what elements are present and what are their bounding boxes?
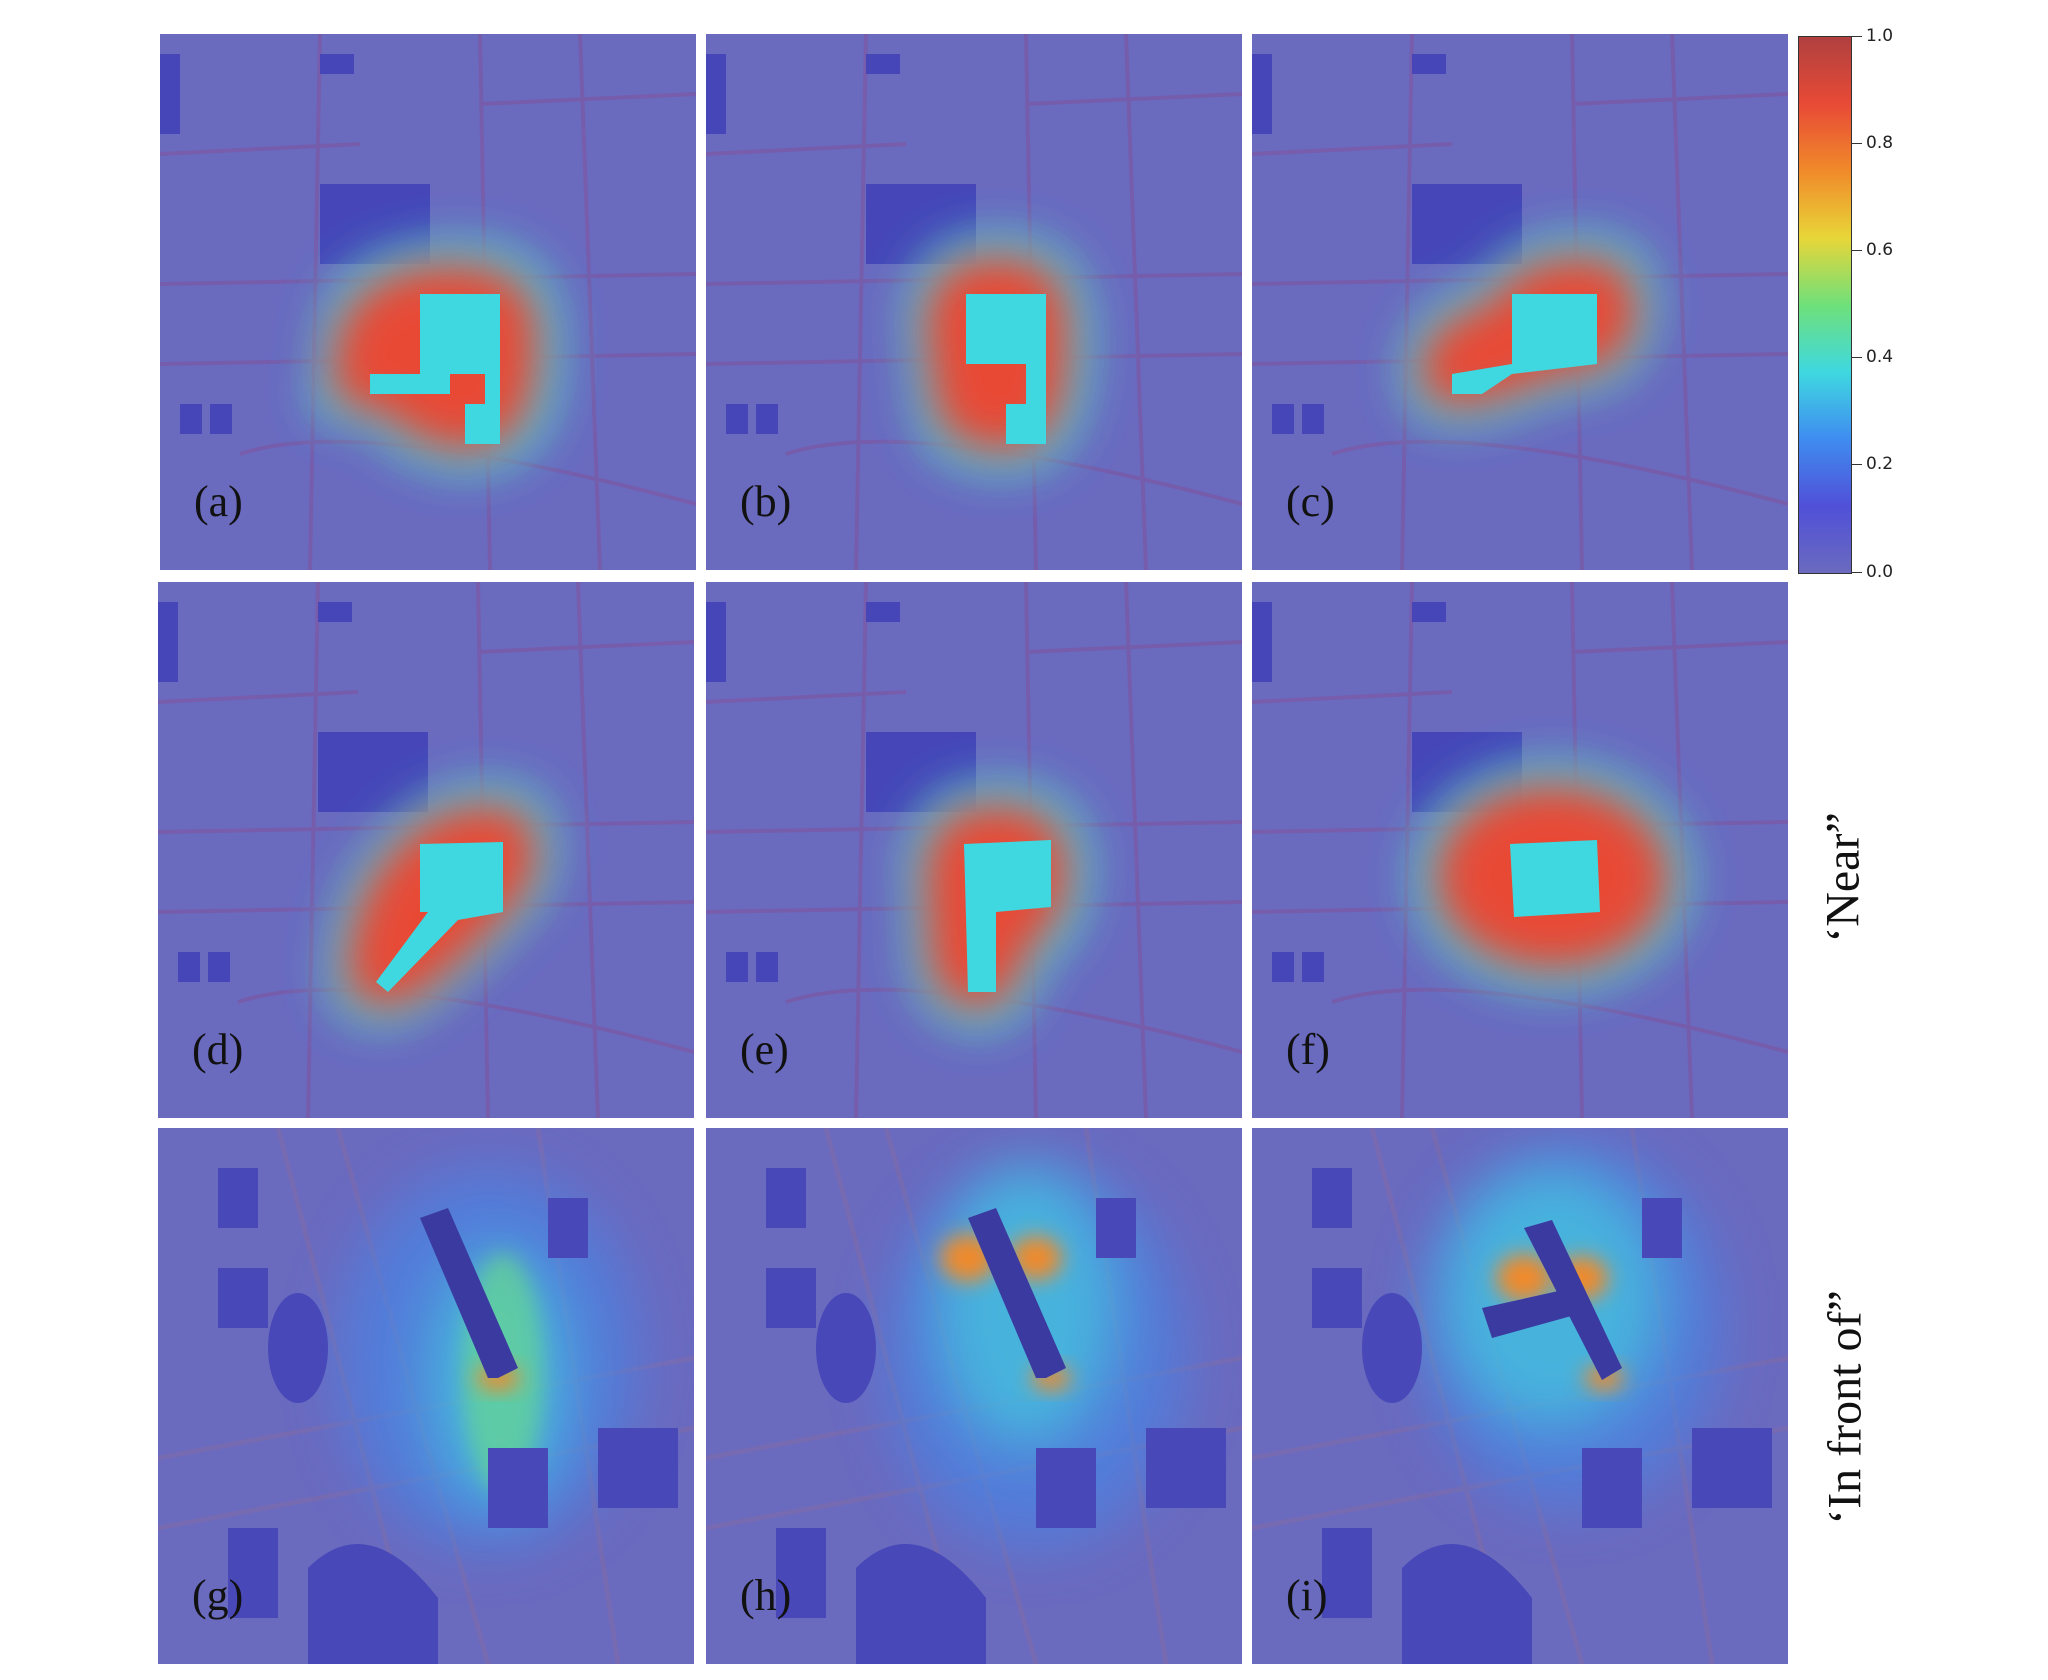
- colorbar-tick-label: 0.2: [1866, 454, 1894, 474]
- colorbar-tick: [1852, 143, 1862, 144]
- heatmap-g: [158, 1128, 694, 1664]
- heatmap-e: [706, 582, 1242, 1118]
- colorbar-tick-label: 0.8: [1866, 133, 1894, 153]
- panel-i: (i): [1252, 1128, 1788, 1664]
- colorbar-tick: [1852, 250, 1862, 251]
- row-label-near: ‘Near”: [1816, 812, 1870, 943]
- panel-b: (b): [706, 34, 1242, 570]
- colorbar: [1798, 36, 1852, 574]
- panel-label: (c): [1286, 477, 1335, 526]
- colorbar-tick-label: 0.6: [1866, 240, 1894, 260]
- panel-f: (f): [1252, 582, 1788, 1118]
- panel-h: (h): [706, 1128, 1242, 1664]
- panel-label: (e): [740, 1025, 789, 1074]
- panel-label: (h): [740, 1571, 792, 1620]
- heatmap-i: [1252, 1128, 1788, 1664]
- colorbar-tick: [1852, 357, 1862, 358]
- heatmap-d: [158, 582, 694, 1118]
- colorbar-tick: [1852, 36, 1862, 37]
- heatmap-b: [706, 34, 1242, 570]
- colorbar-tick-label: 0.0: [1866, 562, 1894, 582]
- colorbar-tick: [1852, 464, 1862, 465]
- heatmap-a: [160, 34, 696, 570]
- heatmap-c: [1252, 34, 1788, 570]
- colorbar-tick: [1852, 572, 1862, 573]
- panel-label: (g): [192, 1571, 244, 1620]
- panel-a: (a): [160, 34, 696, 570]
- panel-label: (d): [192, 1025, 244, 1074]
- panel-label: (i): [1286, 1571, 1328, 1620]
- panel-e: (e): [706, 582, 1242, 1118]
- heatmap-h: [706, 1128, 1242, 1664]
- row-label-in-front-of: ‘In front of”: [1818, 1290, 1872, 1525]
- panel-d: (d): [158, 582, 694, 1118]
- panel-c: (c): [1252, 34, 1788, 570]
- colorbar-tick-label: 0.4: [1866, 347, 1894, 367]
- panel-label: (a): [194, 477, 243, 526]
- colorbar-tick-label: 1.0: [1866, 26, 1894, 46]
- panel-g: (g): [158, 1128, 694, 1664]
- panel-label: (b): [740, 477, 792, 526]
- panel-label: (f): [1286, 1025, 1330, 1074]
- heatmap-f: [1252, 582, 1788, 1118]
